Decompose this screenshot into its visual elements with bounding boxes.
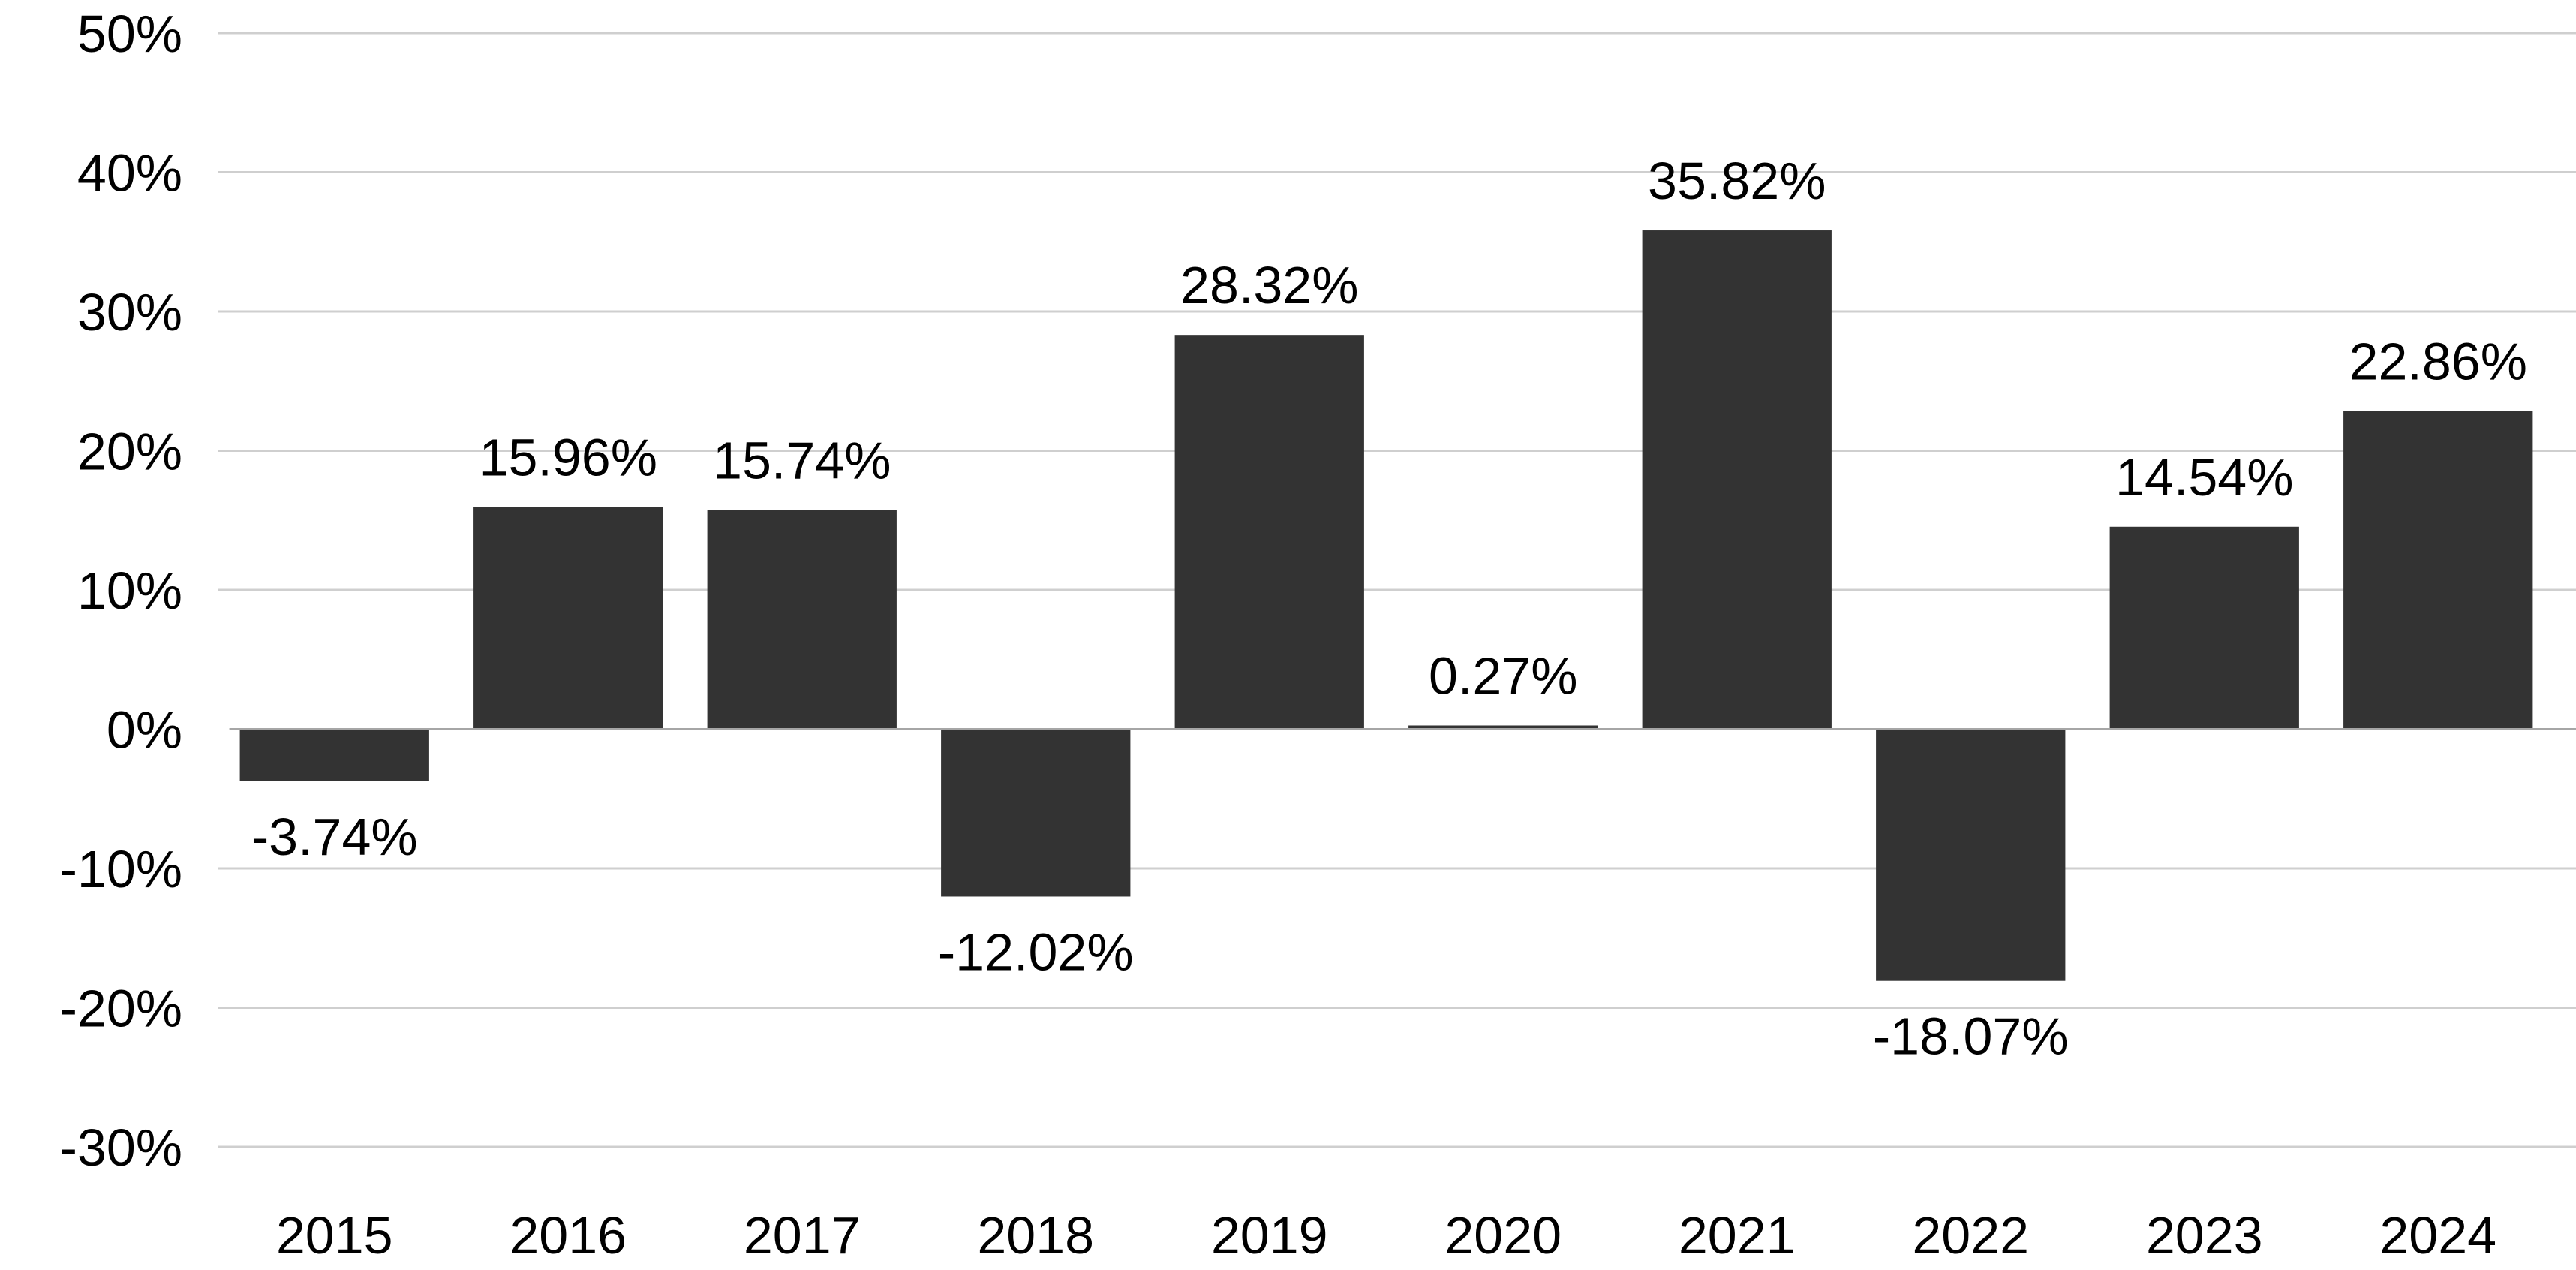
x-tick-label: 2018 <box>977 1206 1094 1265</box>
bars <box>239 230 2533 981</box>
y-axis-tick-labels: 50% 40% 30% 20% 10% 0% -10% -20% -30% <box>60 5 182 1177</box>
bar <box>941 729 1131 897</box>
data-label: 35.82% <box>1648 152 1826 210</box>
data-label: -3.74% <box>251 808 418 866</box>
x-tick-label: 2024 <box>2379 1206 2496 1265</box>
x-axis-tick-labels: 2015 2016 2017 2018 2019 2020 2021 2022 2023 2024 <box>276 1206 2496 1265</box>
x-tick-label: 2023 <box>2146 1206 2263 1265</box>
bar <box>1642 230 1832 730</box>
data-label: 14.54% <box>2115 448 2293 507</box>
x-tick-label: 2019 <box>1211 1206 1328 1265</box>
y-tick-label: 0% <box>107 701 182 760</box>
y-tick-label: 10% <box>77 561 182 620</box>
data-label: -18.07% <box>1873 1007 2069 1066</box>
bar <box>1174 335 1364 730</box>
x-tick-label: 2020 <box>1444 1206 1562 1265</box>
y-tick-label: 40% <box>77 144 182 203</box>
x-tick-label: 2015 <box>276 1206 393 1265</box>
bar <box>1876 729 2066 981</box>
bar <box>473 507 663 730</box>
data-label: 15.74% <box>713 432 891 490</box>
data-label: 15.96% <box>479 428 657 486</box>
x-tick-label: 2016 <box>509 1206 627 1265</box>
bar <box>2343 411 2533 730</box>
x-tick-label: 2022 <box>1912 1206 2029 1265</box>
y-tick-label: -20% <box>60 980 182 1038</box>
data-label: 28.32% <box>1180 256 1358 314</box>
data-label: -12.02% <box>938 922 1134 981</box>
y-tick-label: 30% <box>77 283 182 342</box>
y-tick-label: -30% <box>60 1118 182 1177</box>
bar <box>2109 526 2299 730</box>
y-tick-label: 50% <box>77 5 182 63</box>
y-tick-label: -10% <box>60 840 182 898</box>
x-tick-label: 2017 <box>744 1206 861 1265</box>
data-label: 22.86% <box>2349 332 2527 390</box>
bar <box>707 510 897 730</box>
x-tick-label: 2021 <box>1679 1206 1796 1265</box>
y-tick-label: 20% <box>77 423 182 481</box>
data-labels: -3.74% 15.96% 15.74% -12.02% 28.32% 0.27% 35.8… <box>251 152 2527 1066</box>
data-label: 0.27% <box>1429 646 1577 705</box>
bar <box>1408 725 1598 730</box>
bar <box>239 729 429 781</box>
